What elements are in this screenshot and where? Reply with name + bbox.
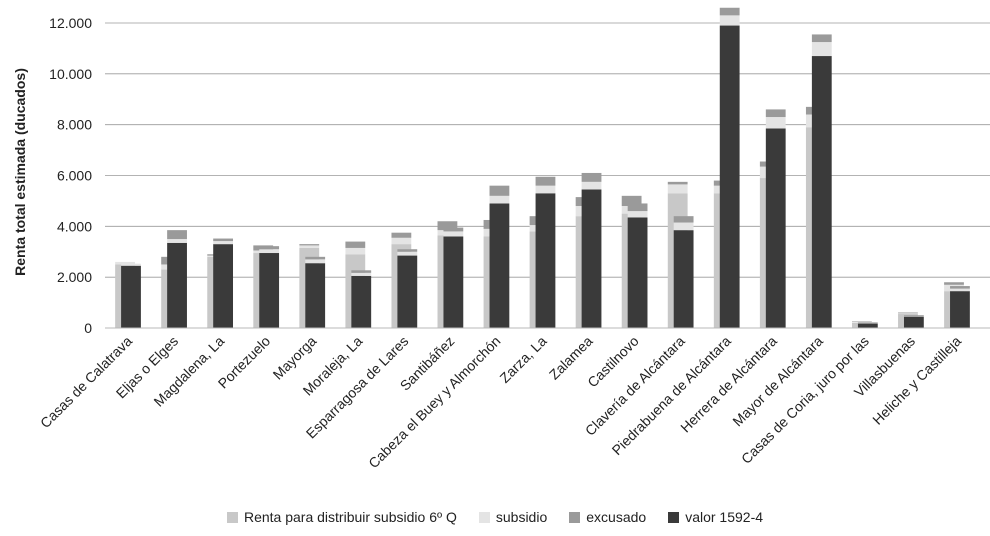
- bar-segment: [305, 263, 326, 328]
- bars: [115, 7, 970, 329]
- bar-segment: [581, 189, 602, 328]
- y-tick-label: 2.000: [57, 269, 92, 285]
- legend-swatch: [478, 511, 490, 523]
- bar-segment: [621, 195, 642, 206]
- bar-segment: [673, 222, 694, 231]
- bar-segment: [903, 315, 924, 317]
- bar-segment: [950, 286, 970, 289]
- bar-segment: [627, 203, 648, 212]
- bar-segment: [345, 247, 366, 255]
- bar-segment: [443, 231, 464, 237]
- bar-segment: [898, 313, 918, 315]
- bar-segment: [857, 322, 878, 324]
- bar-segment: [305, 259, 326, 264]
- bar-segment: [351, 272, 372, 276]
- bar-segment: [259, 253, 280, 328]
- bar-segment: [443, 227, 464, 232]
- bar-segment: [167, 239, 187, 243]
- y-axis-title: Renta total estimada (ducados): [12, 68, 28, 276]
- bar-segment: [719, 25, 740, 329]
- legend-label: valor 1592-4: [685, 509, 764, 525]
- bar-segment: [167, 230, 187, 240]
- bar-segment: [581, 172, 602, 182]
- y-tick-label: 10.000: [49, 66, 92, 82]
- bar-segment: [115, 261, 135, 265]
- bar-segment: [397, 249, 418, 252]
- bar-segment: [397, 251, 418, 256]
- legend-swatch: [668, 511, 680, 523]
- bar-segment: [898, 312, 918, 314]
- y-tick-label: 4.000: [57, 218, 92, 234]
- bar-segment: [667, 181, 688, 185]
- bar-segment: [627, 217, 648, 328]
- legend-label: subsidio: [495, 509, 548, 525]
- bar-segment: [581, 181, 602, 190]
- bar-segment: [259, 246, 280, 250]
- bar-segment: [719, 7, 740, 16]
- bar-segment: [437, 221, 458, 231]
- y-tick-label: 12.000: [49, 15, 92, 31]
- bar-segment: [765, 128, 786, 328]
- bar-segment: [345, 241, 366, 248]
- gridlines: [105, 22, 990, 278]
- bar-segment: [443, 236, 464, 328]
- bar-segment: [811, 34, 832, 43]
- legend-label: excusado: [586, 509, 647, 525]
- y-tick-label: 0: [84, 320, 92, 336]
- bar-segment: [299, 245, 320, 248]
- bar-segment: [673, 216, 694, 223]
- bar-segment: [397, 255, 418, 328]
- bar-segment: [903, 315, 924, 316]
- bar-segment: [903, 316, 924, 328]
- bar-segment: [944, 282, 964, 285]
- bar-segment: [667, 184, 688, 194]
- bar-segment: [167, 242, 187, 328]
- legend: Renta para distribuir subsidio 6º Q subs…: [0, 509, 990, 525]
- bar-segment: [535, 185, 556, 194]
- bar-segment: [121, 263, 141, 266]
- bar-segment: [489, 195, 510, 204]
- bar-segment: [673, 230, 694, 328]
- bar-segment: [950, 288, 970, 292]
- y-tick-label: 6.000: [57, 168, 92, 184]
- legend-item: subsidio: [478, 509, 548, 525]
- legend-item: excusado: [569, 509, 646, 525]
- bar-segment: [489, 185, 510, 196]
- bar-segment: [259, 249, 280, 254]
- bar-segment: [121, 265, 141, 328]
- bar-segment: [489, 203, 510, 328]
- x-tick-label: Heliche y Castilleja: [869, 333, 964, 428]
- bar-segment: [719, 15, 740, 26]
- bar-segment: [765, 109, 786, 118]
- bar-segment: [811, 42, 832, 57]
- bar-segment: [391, 232, 412, 238]
- bar-segment: [391, 237, 412, 245]
- bar-segment: [811, 56, 832, 329]
- bar-segment: [213, 241, 234, 245]
- legend-item: Renta para distribuir subsidio 6º Q: [226, 509, 457, 525]
- bar-segment: [857, 323, 878, 328]
- bar-segment: [351, 270, 372, 273]
- bar-segment: [299, 244, 320, 246]
- bar-segment: [851, 321, 872, 322]
- bar-segment: [627, 211, 648, 218]
- x-tick-label: Zarza, La: [496, 333, 549, 386]
- y-axis-ticks: 0 2.000 4.000 6.000 8.000 10.000 12.000: [49, 15, 92, 336]
- bar-segment: [213, 238, 234, 242]
- bar-segment: [213, 244, 234, 328]
- legend-label: Renta para distribuir subsidio 6º Q: [243, 509, 457, 525]
- bar-segment: [351, 275, 372, 328]
- legend-item: valor 1592-4: [668, 509, 763, 525]
- legend-swatch: [569, 511, 581, 523]
- bar-segment: [305, 256, 326, 260]
- bar-segment: [765, 117, 786, 129]
- legend-swatch: [226, 511, 238, 523]
- bar-segment: [535, 193, 556, 328]
- y-tick-label: 8.000: [57, 117, 92, 133]
- bar-segment: [535, 176, 556, 186]
- bar-segment: [950, 291, 970, 328]
- bar-segment: [857, 322, 878, 323]
